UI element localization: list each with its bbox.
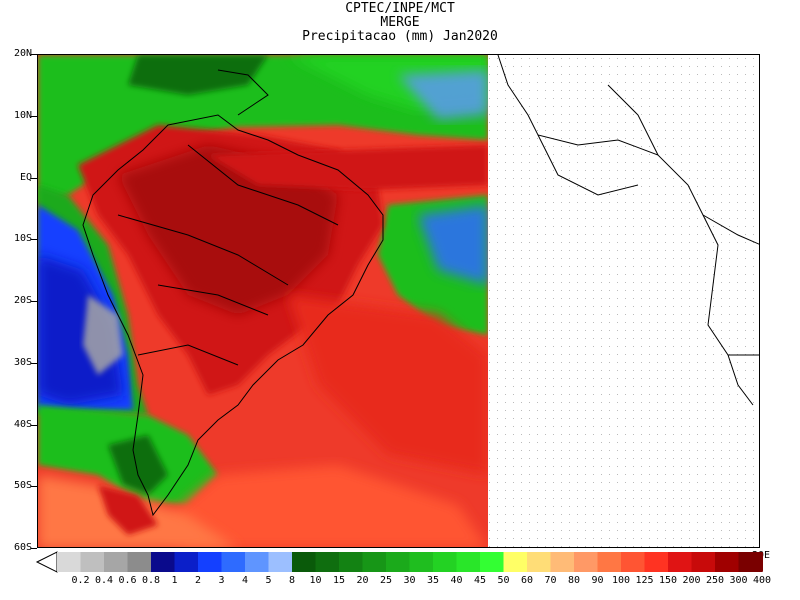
colorbar-label-0: 0.2	[71, 575, 90, 586]
lat-label-7: 50S	[13, 480, 32, 492]
lat-label-4: 20S	[13, 295, 32, 306]
colorbar-swatch-12	[339, 552, 363, 572]
title-variable: Precipitacao (mm) Jan2020	[302, 29, 498, 44]
lat-label-0: 20N	[13, 48, 32, 59]
lat-tick-6	[31, 424, 37, 426]
lat-label-5: 30S	[13, 356, 32, 368]
lat-tick-1	[31, 115, 37, 117]
colorbar-swatch-21	[550, 552, 574, 572]
precipitation-field	[38, 55, 488, 547]
colorbar-swatch-16	[433, 552, 457, 572]
colorbar-label-7: 4	[241, 575, 249, 586]
colorbar-swatch-15	[409, 552, 433, 572]
colorbar-swatch-2	[104, 552, 128, 572]
lat-tick-3	[31, 239, 37, 241]
colorbar-label-11: 15	[332, 575, 346, 586]
colorbar-label-23: 100	[611, 575, 631, 586]
colorbar-label-2: 0.6	[118, 575, 137, 586]
lat-tick-5	[31, 362, 37, 364]
colorbar-max-arrow	[762, 552, 763, 572]
colorbar-swatch-25	[644, 552, 668, 572]
colorbar-label-27: 250	[705, 575, 725, 586]
colorbar-swatch-19	[503, 552, 527, 572]
colorbar-label-15: 35	[426, 575, 440, 586]
lat-tick-2	[31, 177, 37, 179]
colorbar-label-13: 25	[379, 575, 393, 586]
colorbar-label-29: 400	[752, 575, 772, 586]
colorbar-label-22: 90	[591, 575, 604, 586]
colorbar-label-28: 300	[729, 575, 748, 586]
colorbar-label-5: 2	[194, 575, 202, 586]
lat-tick-4	[31, 301, 37, 302]
colorbar-label-8: 5	[265, 575, 272, 586]
no-data-region	[488, 55, 759, 547]
colorbar-swatch-5	[174, 552, 198, 572]
colorbar-swatch-28	[715, 552, 739, 572]
map-canvas	[38, 55, 759, 547]
colorbar-swatch-23	[597, 552, 621, 572]
lat-label-8: 60S	[13, 542, 32, 553]
lat-tick-0	[31, 54, 37, 55]
colorbar-swatch-29	[738, 552, 762, 572]
colorbar-swatch-22	[574, 552, 598, 572]
colorbar-swatch-17	[456, 552, 480, 572]
colorbar-label-17: 45	[473, 575, 487, 586]
colorbar-label-10: 10	[309, 575, 322, 586]
colorbar-swatch-7	[221, 552, 245, 572]
colorbar	[35, 551, 763, 573]
lat-label-6: 40S	[13, 418, 32, 430]
colorbar-label-6: 3	[218, 575, 225, 586]
colorbar-label-20: 70	[544, 575, 557, 586]
colorbar-swatch-6	[198, 552, 222, 572]
colorbar-label-24: 125	[635, 575, 654, 586]
lat-label-2: EQ	[19, 171, 32, 183]
colorbar-label-16: 40	[450, 575, 463, 586]
lat-tick-8	[31, 548, 37, 549]
colorbar-swatch-14	[386, 552, 410, 572]
colorbar-swatch-10	[292, 552, 316, 572]
country-outlines	[82, 55, 759, 517]
colorbar-swatch-4	[151, 552, 175, 572]
lat-tick-7	[31, 486, 37, 488]
colorbar-swatch-0	[57, 552, 81, 572]
colorbar-swatch-18	[480, 552, 504, 572]
colorbar-label-26: 200	[682, 575, 701, 586]
colorbar-swatch-11	[315, 552, 339, 572]
colorbar-label-21: 80	[567, 575, 581, 586]
colorbar-label-25: 150	[658, 575, 678, 586]
colorbar-swatch-1	[80, 552, 104, 572]
title-source: CPTEC/INPE/MCT	[345, 1, 455, 16]
colorbar-label-19: 60	[520, 575, 534, 586]
colorbar-swatch-3	[127, 552, 151, 572]
colorbar-swatch-27	[691, 552, 715, 572]
colorbar-label-4: 1	[171, 575, 178, 586]
colorbar-min-arrow	[35, 551, 58, 573]
precipitation-map	[37, 54, 760, 548]
lat-label-3: 10S	[13, 233, 32, 245]
colorbar-label-3: 0.8	[141, 575, 161, 586]
colorbar-swatch-9	[268, 552, 292, 572]
colorbar-label-9: 8	[288, 575, 296, 586]
colorbar-swatch-26	[668, 552, 692, 572]
title-dataset: MERGE	[380, 15, 420, 30]
colorbar-label-1: 0.4	[94, 575, 114, 586]
colorbar-label-12: 20	[356, 575, 369, 586]
colorbar-swatch-8	[245, 552, 269, 572]
colorbar-swatch-20	[527, 552, 551, 572]
colorbar-label-18: 50	[497, 575, 510, 586]
colorbar-swatch-13	[362, 552, 386, 572]
colorbar-label-14: 30	[403, 575, 416, 586]
lat-label-1: 10N	[13, 109, 32, 121]
colorbar-swatch-24	[621, 552, 645, 572]
